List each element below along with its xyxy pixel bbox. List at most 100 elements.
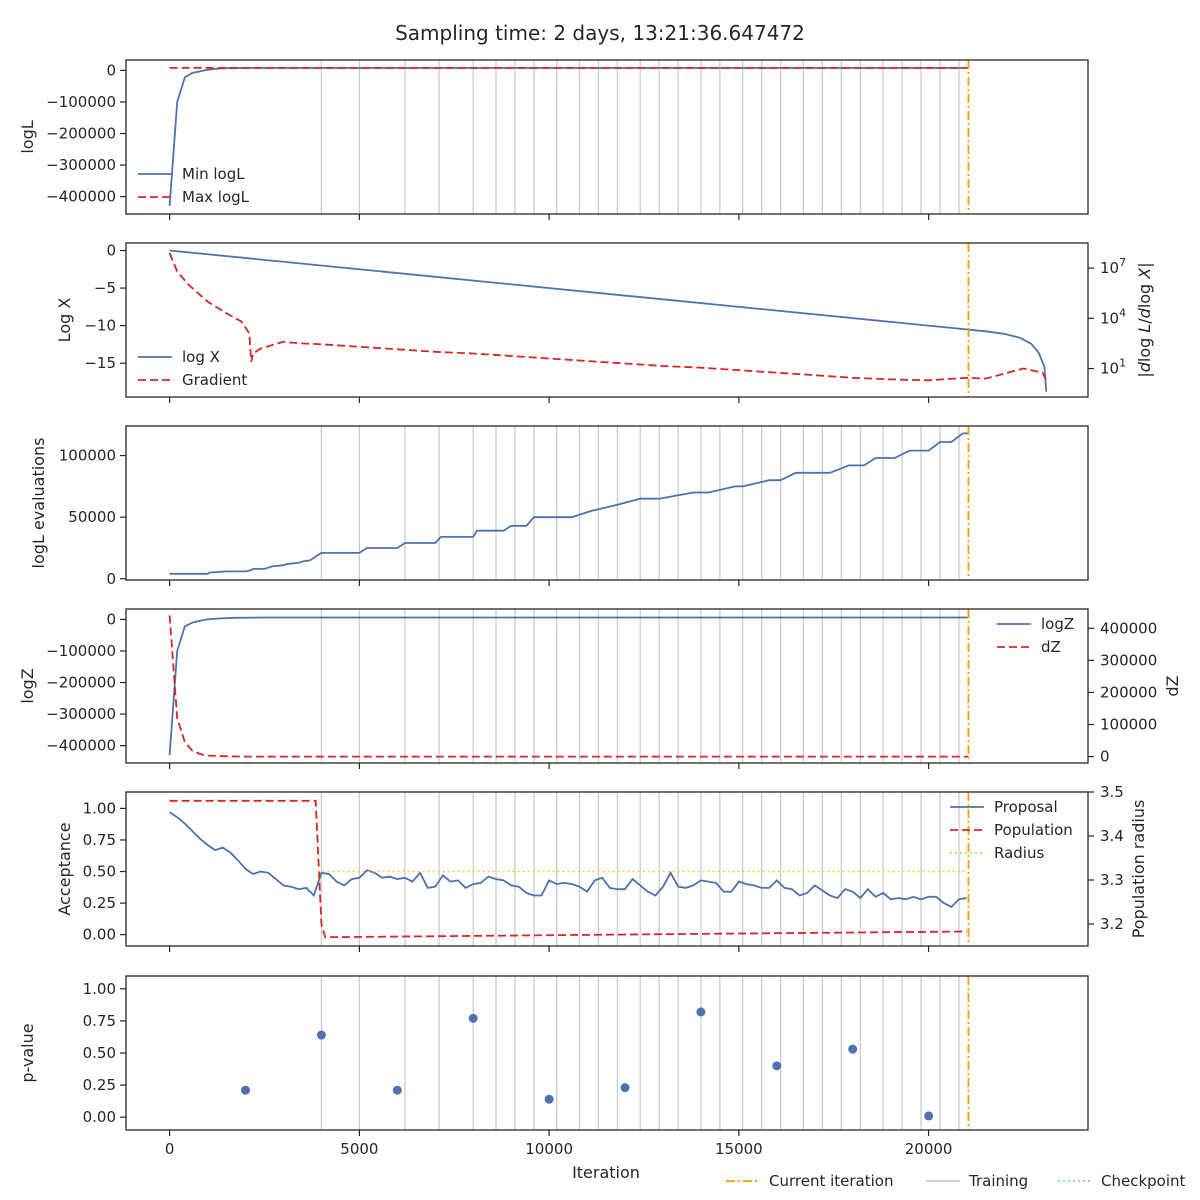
axes-frame	[125, 242, 1089, 398]
y-tick-label: 0	[106, 610, 116, 628]
x-tick-label: 10000	[525, 1140, 573, 1158]
tick-exponent: 7	[1119, 256, 1126, 269]
bottom-legend-label: Checkpoint	[1101, 1172, 1186, 1190]
y-tick-label: 1.00	[83, 980, 116, 998]
y-tick-label: −15	[84, 354, 116, 372]
series-line-min-logl	[168, 67, 969, 207]
legend-label: Population	[994, 821, 1073, 839]
scatter-point	[924, 1111, 934, 1121]
scatter-point	[316, 1030, 326, 1040]
x-tick-label: 20000	[905, 1140, 953, 1158]
scatter-point	[696, 1007, 706, 1017]
y2-tick-label: 3.4	[1100, 827, 1124, 845]
legend-label: dZ	[1041, 638, 1061, 656]
series-line-logz	[168, 616, 969, 756]
axes-frame	[125, 975, 1089, 1131]
y-tick-label: 0.50	[83, 863, 116, 881]
legend-label: Proposal	[994, 798, 1058, 816]
y-tick-label: −200000	[46, 125, 116, 143]
series-line-population	[169, 799, 967, 939]
y-axis-label: p-value	[18, 1023, 37, 1082]
legend-label: Min logL	[182, 165, 245, 183]
axes-frame	[125, 608, 1089, 764]
axes-frame	[125, 425, 1089, 581]
series-line-log-x	[169, 249, 1048, 392]
y-tick-label: 0.25	[83, 894, 116, 912]
legend-label: log X	[182, 348, 220, 366]
axes-frame	[125, 791, 1089, 947]
scatter-point	[772, 1061, 782, 1071]
y-tick-label: 0.00	[83, 926, 116, 944]
y2-tick-label: 3.5	[1100, 783, 1124, 801]
scatter-point	[544, 1094, 554, 1104]
y-tick-label: −200000	[46, 674, 116, 692]
tick-exponent: 1	[1119, 357, 1126, 370]
y-tick-label: 0.75	[83, 831, 116, 849]
y2-tick-label: 300000	[1100, 651, 1157, 669]
y-axis-label: logZ	[18, 668, 37, 703]
y-tick-label: 0.00	[83, 1108, 116, 1126]
y-tick-label: 50000	[68, 508, 116, 526]
y-tick-label: −400000	[46, 188, 116, 206]
panel-4: 0 −100000 −200000 −300000 −400000 logZ 0 100000…	[18, 608, 1182, 769]
legend-label: Max logL	[182, 188, 250, 206]
y-tick-label: −100000	[46, 93, 116, 111]
y2-tick-label: 0	[1100, 748, 1110, 766]
y-tick-label: 0	[106, 61, 116, 79]
y2-tick-label: 100000	[1100, 716, 1157, 734]
scatter-point	[848, 1044, 858, 1054]
y-tick-label: 0	[106, 570, 116, 588]
y2-axis-label: dZ	[1163, 675, 1182, 696]
x-tick-label: 0	[165, 1140, 175, 1158]
y-axis-label: Acceptance	[55, 822, 74, 915]
y-tick-label: −400000	[46, 737, 116, 755]
y2-axis-label: |dlog L/dlog X|	[1135, 262, 1154, 377]
series-line-data	[169, 432, 969, 575]
figure-title: Sampling time: 2 days, 13:21:36.647472	[395, 21, 805, 45]
y-tick-label: 0	[106, 242, 116, 260]
y-tick-label: 0.75	[83, 1012, 116, 1030]
plot-area	[241, 1007, 934, 1121]
bottom-legend-label: Training	[968, 1172, 1028, 1190]
y-tick-label: −10	[84, 317, 116, 335]
y-axis-label: logL evaluations	[29, 438, 48, 569]
plot-area	[168, 615, 969, 758]
y-tick-label: −300000	[46, 156, 116, 174]
scatter-point	[620, 1083, 630, 1093]
series-line-proposal	[169, 811, 967, 908]
bottom-legend: Current iteration Training Checkpoint	[726, 1172, 1186, 1190]
y2-tick-label: 3.3	[1100, 871, 1124, 889]
plot-area	[169, 432, 969, 575]
plot-area	[168, 67, 969, 207]
panel-1: 0 −100000 −200000 −300000 −400000 logL Min log…	[18, 59, 1089, 220]
scatter-point	[392, 1085, 402, 1095]
y-tick-label: 0.50	[83, 1044, 116, 1062]
x-tick-label: 5000	[340, 1140, 378, 1158]
y-tick-label: 100000	[59, 447, 116, 465]
y2-tick-label: 101	[1100, 357, 1126, 378]
y2-tick-label: 107	[1100, 256, 1126, 277]
legend-label: logZ	[1041, 615, 1074, 633]
panel-3: 0 50000 100000 logL evaluations	[29, 425, 1089, 588]
bottom-legend-label: Current iteration	[769, 1172, 893, 1190]
y2-tick-label: 400000	[1100, 619, 1157, 637]
x-tick-label: 15000	[715, 1140, 763, 1158]
series-line-gradient	[168, 252, 1048, 382]
y2-axis-label: Population radius	[1129, 800, 1148, 939]
y-axis-label: logL	[18, 120, 37, 153]
panel-6: 0.00 0.25 0.50 0.75 1.00 p-value 0 5000 10000 150…	[18, 975, 1089, 1158]
y2-tick-label: 3.2	[1100, 915, 1124, 933]
plot-area	[168, 249, 1048, 392]
plot-area	[169, 799, 967, 939]
panel-5: 0.00 0.25 0.50 0.75 1.00 Acceptance 3.2 3.3 3.4 3…	[55, 783, 1148, 952]
tick-exponent: 4	[1119, 306, 1126, 319]
series-line-dz	[168, 615, 969, 758]
axes-frame	[125, 59, 1089, 215]
y2-tick-label: 200000	[1100, 683, 1157, 701]
y-tick-label: 1.00	[83, 799, 116, 817]
scatter-point	[241, 1085, 251, 1095]
legend-label: Gradient	[182, 371, 247, 389]
y-tick-label: −300000	[46, 705, 116, 723]
